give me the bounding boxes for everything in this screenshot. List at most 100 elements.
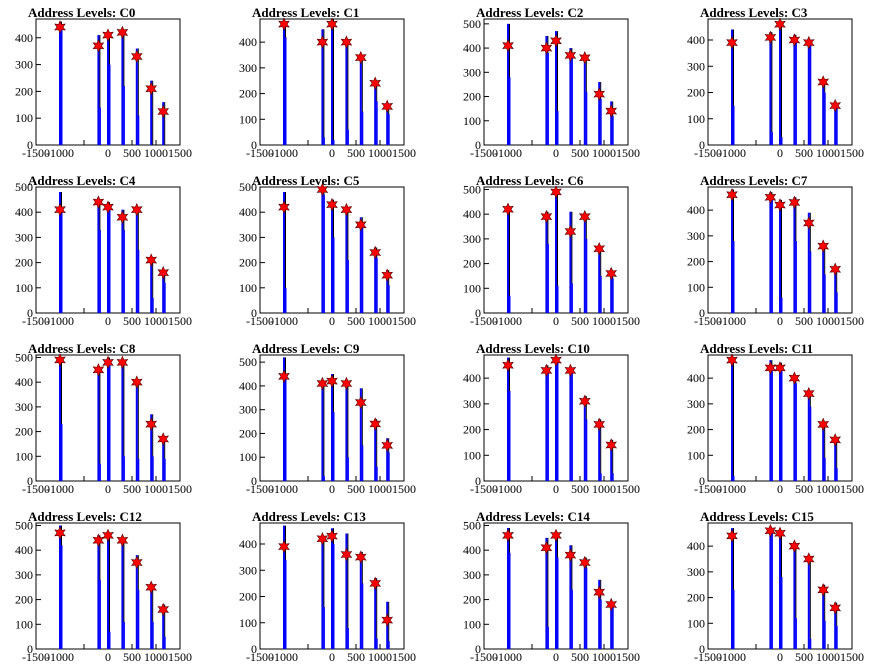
y-tick-label: 0: [699, 138, 705, 152]
red-star-marker: [788, 195, 801, 210]
bar-secondary: [109, 362, 111, 481]
bar: [345, 381, 348, 481]
chart-panel: Address Levels: C15 0 100 200 300 400 -1500 -10…: [672, 504, 896, 672]
chart-panel: Address Levels: C8 0 100 200 300 400 500 -1500-…: [0, 336, 224, 504]
chart-panel: Address Levels: C3 0 100 200 300 400 -1500 -100…: [672, 0, 896, 168]
chart-panel: Address Levels: C6 0 100 200 300 400 500 -1500-…: [448, 168, 672, 336]
bar-secondary: [781, 297, 783, 313]
red-star-marker: [316, 182, 329, 197]
red-star-marker: [829, 433, 842, 447]
bar: [731, 360, 733, 481]
x-tick-label: 500: [347, 482, 365, 496]
bar: [331, 19, 333, 145]
y-tick-label: 400: [687, 371, 705, 385]
y-tick-label: 200: [15, 593, 33, 607]
x-tick-label: 500: [123, 482, 141, 496]
x-tick-label: -1000: [718, 314, 746, 328]
red-star-marker: [802, 552, 815, 566]
y-tick-label: 200: [239, 87, 257, 101]
y-tick-label: 200: [463, 257, 481, 271]
bar-secondary: [824, 92, 826, 145]
y-tick-label: 0: [251, 138, 257, 152]
x-tick-label: 0: [777, 314, 783, 328]
x-tick-label: 0: [105, 314, 111, 328]
red-star-marker: [550, 353, 562, 367]
red-star-marker: [130, 202, 143, 217]
bar: [135, 48, 138, 145]
red-star-marker: [316, 35, 329, 49]
red-star-marker: [354, 218, 367, 232]
bar: [569, 48, 572, 146]
x-tick-label: -1500: [246, 314, 274, 328]
red-star-marker: [817, 75, 830, 89]
bar-secondary: [285, 559, 287, 649]
bar-secondary: [547, 626, 549, 649]
bar: [97, 535, 100, 649]
bar: [769, 360, 772, 481]
y-tick-label: 300: [15, 230, 33, 244]
red-star-marker: [605, 104, 618, 118]
y-tick-label: 400: [15, 31, 33, 45]
x-tick-label: 1500: [392, 650, 416, 664]
bar-secondary: [557, 360, 559, 481]
bar: [731, 29, 733, 145]
red-star-marker: [550, 528, 562, 543]
bar-secondary: [137, 589, 140, 649]
bar-secondary: [333, 544, 335, 649]
red-star-marker: [550, 185, 562, 199]
bar: [345, 44, 348, 145]
y-tick-label: 0: [475, 138, 481, 152]
bar-secondary: [285, 37, 287, 145]
y-tick-label: 200: [687, 423, 705, 437]
bar-secondary: [824, 620, 826, 649]
x-tick-label: 0: [553, 146, 559, 160]
y-tick-label: 400: [15, 205, 33, 219]
y-tick-label: 300: [463, 65, 481, 79]
bar-secondary: [361, 227, 364, 313]
x-tick-label: 1000: [368, 146, 392, 160]
red-star-marker: [802, 386, 815, 401]
bar-secondary: [771, 367, 773, 481]
y-tick-label: 0: [251, 306, 257, 320]
y-tick-label: 0: [251, 642, 257, 656]
bar: [598, 419, 601, 481]
chart-title: Address Levels: C0: [28, 5, 136, 20]
red-star-marker: [764, 30, 777, 45]
bar: [150, 80, 153, 145]
bar-secondary: [123, 229, 125, 313]
x-tick-label: 1000: [144, 482, 168, 496]
x-tick-label: 0: [329, 314, 335, 328]
bar: [569, 545, 572, 649]
x-tick-label: 0: [105, 146, 111, 160]
bar: [555, 357, 557, 481]
bar: [834, 602, 837, 649]
bar-secondary: [824, 274, 826, 313]
bar-secondary: [600, 599, 602, 649]
bar-secondary: [123, 456, 125, 481]
bar-secondary: [836, 468, 838, 481]
bar: [793, 375, 796, 481]
bar: [555, 31, 557, 145]
red-star-marker: [130, 375, 143, 389]
bar-secondary: [109, 631, 111, 649]
y-tick-label: 0: [27, 474, 33, 488]
y-tick-label: 500: [15, 350, 33, 364]
x-tick-label: 1500: [392, 146, 416, 160]
bar-secondary: [164, 458, 166, 481]
red-star-marker: [157, 265, 170, 280]
x-tick-label: -1000: [494, 482, 522, 496]
chart-svg: 0 100 200 300 400 -1500-1000 0 500 1000 1500: [687, 522, 864, 664]
bar: [834, 103, 837, 145]
red-star-marker: [102, 528, 114, 543]
red-star-marker: [540, 363, 553, 378]
x-tick-label: 1000: [368, 650, 392, 664]
red-star-marker: [278, 200, 290, 214]
x-tick-label: -1500: [470, 482, 498, 496]
x-tick-label: 1000: [144, 650, 168, 664]
red-star-marker: [774, 361, 786, 375]
y-tick-label: 200: [15, 256, 33, 270]
red-star-marker: [774, 198, 786, 212]
x-tick-label: -1500: [22, 482, 50, 496]
